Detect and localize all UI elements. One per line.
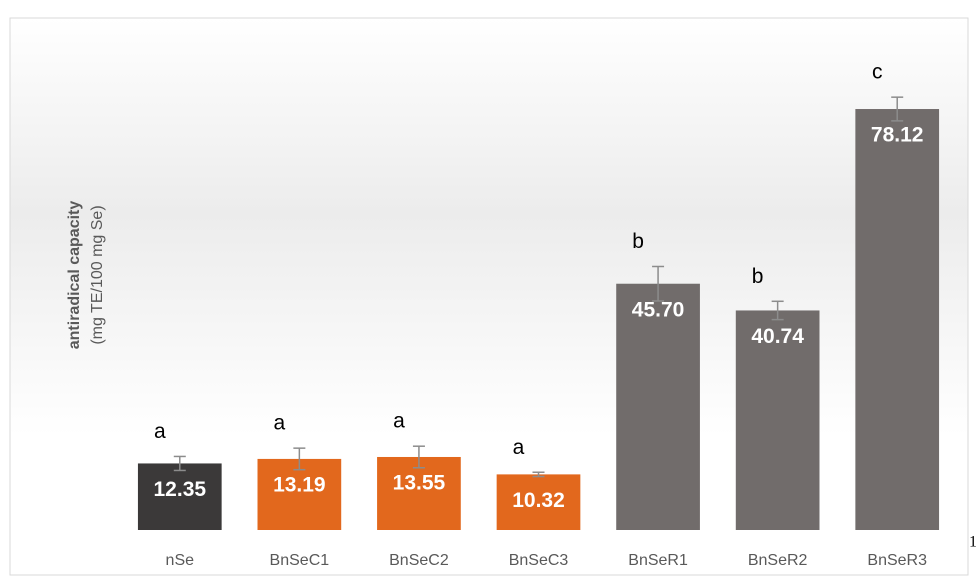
bar [735,310,820,530]
value-label: 12.35 [154,478,207,501]
significance-letter: b [632,230,644,253]
value-label: 78.12 [871,124,924,147]
x-tick-label: BnSeR3 [867,552,927,569]
bar [257,458,342,530]
y-axis-units: (mg TE/100 mg Se) [89,205,106,344]
corner-text: 1 [969,534,976,551]
value-label: 13.55 [393,472,446,495]
significance-letter: a [393,410,405,433]
bar [496,474,581,530]
y-axis-label: antiradical capacity [66,201,83,350]
significance-letter: a [513,436,525,459]
significance-letter: c [872,61,883,84]
x-tick-label: BnSeC3 [509,552,569,569]
significance-letter: a [274,412,286,435]
bar [855,109,940,531]
value-label: 13.19 [273,473,326,496]
x-tick-label: nSe [166,552,195,569]
x-tick-label: BnSeC1 [270,552,330,569]
value-label: 45.70 [632,298,685,321]
value-label: 10.32 [512,489,565,512]
x-tick-label: BnSeR2 [748,552,808,569]
x-tick-label: BnSeC2 [389,552,449,569]
value-label: 40.74 [751,325,804,348]
significance-letter: b [752,265,764,288]
bar [377,456,461,530]
x-tick-label: BnSeR1 [628,552,688,569]
bar [137,463,222,530]
bar [616,283,700,530]
significance-letter: a [154,420,166,443]
